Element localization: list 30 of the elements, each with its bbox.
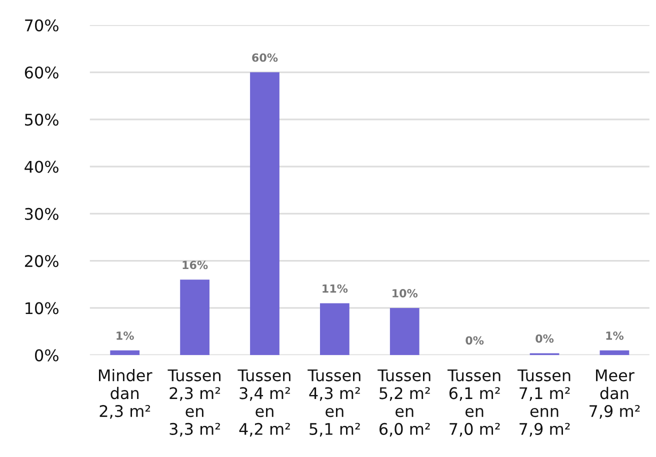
x-tick-label: Tussen 5,2 m² en 6,0 m² (378, 369, 430, 437)
data-label: 1% (606, 331, 624, 340)
x-tick-label: Tussen 2,3 m² en 3,3 m² (168, 369, 220, 437)
x-tick-label: Meer dan 7,9 m² (590, 369, 640, 419)
y-tick-label: 0% (35, 349, 58, 362)
data-label: 11% (322, 284, 348, 293)
data-label: 10% (392, 289, 418, 298)
bar (180, 280, 210, 356)
data-label: 0% (536, 334, 554, 343)
bar (250, 72, 280, 356)
y-tick-label: 40% (24, 160, 58, 173)
x-tick-label: Tussen 6,1 m² en 7,0 m² (448, 369, 500, 437)
x-tick-label: Tussen 4,3 m² en 5,1 m² (308, 369, 360, 437)
bar (390, 308, 420, 356)
data-label: 60% (252, 53, 278, 62)
x-tick-label: Tussen 7,1 m² enn 7,9 m² (517, 369, 570, 437)
y-tick-label: 50% (25, 114, 58, 126)
y-tick-label: 70% (25, 19, 58, 32)
data-label: 16% (182, 260, 208, 270)
y-tick-label: 10% (26, 302, 58, 314)
x-tick-label: Minder dan 2,3 m² (98, 368, 152, 419)
bar (600, 350, 630, 356)
x-tick-label: Tussen 3,4 m² en 4,2 m² (238, 369, 290, 437)
bar (320, 303, 350, 356)
bar (110, 350, 140, 356)
data-label: 0% (466, 336, 484, 345)
data-label: 1% (116, 331, 134, 340)
y-tick-label: 30% (25, 208, 58, 220)
y-tick-label: 60% (24, 66, 58, 79)
y-tick-label: 20% (24, 255, 58, 268)
